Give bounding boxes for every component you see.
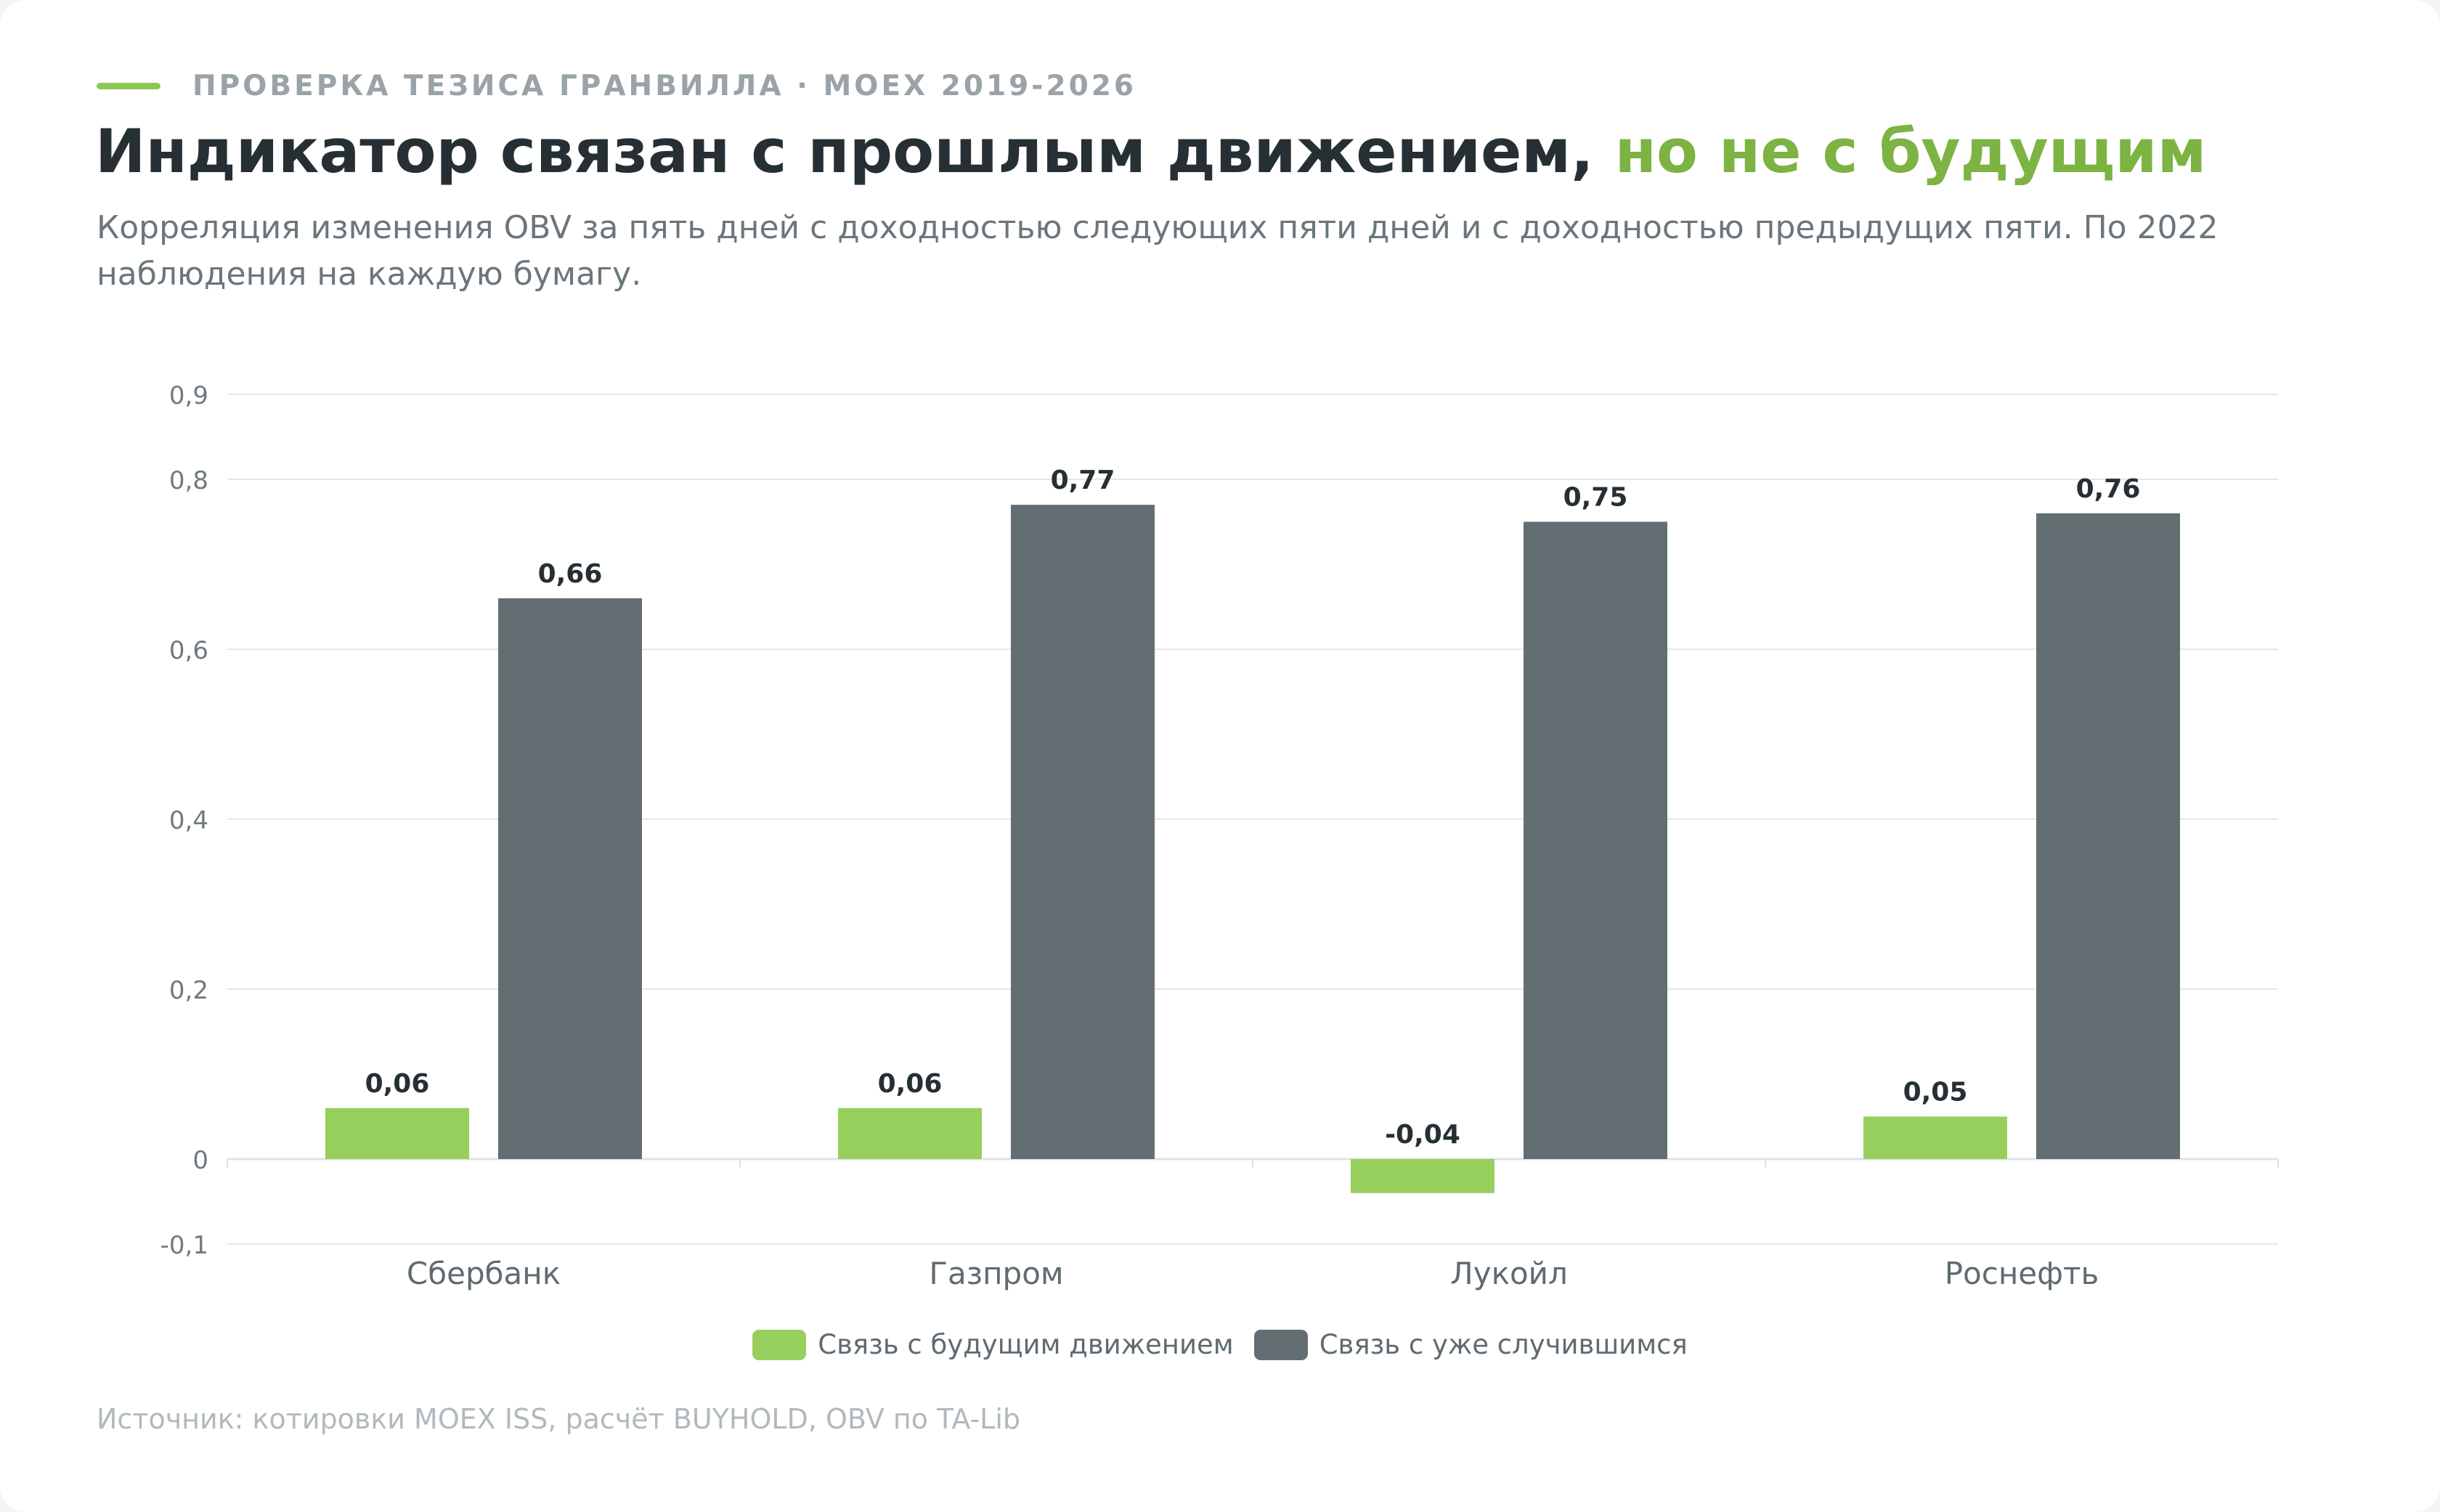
bar [1524, 522, 1667, 1160]
bar [498, 598, 642, 1159]
y-tick-label: 0,9 [169, 381, 208, 410]
bar [1351, 1159, 1494, 1193]
x-tick-label: Лукойл [1450, 1256, 1568, 1291]
x-tick-label: Роснефть [1945, 1256, 2099, 1291]
data-label: 0,75 [1563, 483, 1628, 513]
y-tick-label: 0 [192, 1146, 208, 1175]
legend-item-past: Связь с уже случившимся [1254, 1329, 1688, 1360]
y-tick-label: 0,6 [169, 636, 208, 665]
bar [325, 1108, 469, 1159]
data-label: 0,77 [1051, 466, 1115, 495]
legend-swatch-past [1254, 1330, 1308, 1360]
data-label: 0,06 [365, 1069, 430, 1099]
data-label: 0,66 [538, 559, 603, 589]
y-tick-label: 0,8 [169, 466, 208, 495]
source-note: Источник: котировки MOEX ISS, расчёт BUY… [97, 1403, 1020, 1435]
y-tick-label: 0,2 [169, 976, 208, 1005]
legend-item-future: Связь с будущим движением [752, 1329, 1233, 1360]
bar [1011, 505, 1155, 1159]
bar [2036, 513, 2180, 1159]
bar [838, 1108, 982, 1159]
data-label: 0,76 [2076, 474, 2141, 504]
data-label: 0,06 [878, 1069, 943, 1099]
y-tick-label: 0,4 [169, 806, 208, 835]
legend-label-past: Связь с уже случившимся [1319, 1329, 1688, 1360]
data-label: 0,05 [1903, 1078, 1968, 1107]
y-tick-label: -0,1 [160, 1231, 208, 1260]
x-tick-label: Сбербанк [407, 1256, 561, 1291]
data-label: -0,04 [1385, 1120, 1460, 1150]
legend-swatch-future [752, 1330, 806, 1360]
bar [1863, 1117, 2007, 1160]
legend-label-future: Связь с будущим движением [818, 1329, 1233, 1360]
x-tick-label: Газпром [929, 1256, 1063, 1291]
legend: Связь с будущим движением Связь с уже сл… [0, 1329, 2440, 1360]
